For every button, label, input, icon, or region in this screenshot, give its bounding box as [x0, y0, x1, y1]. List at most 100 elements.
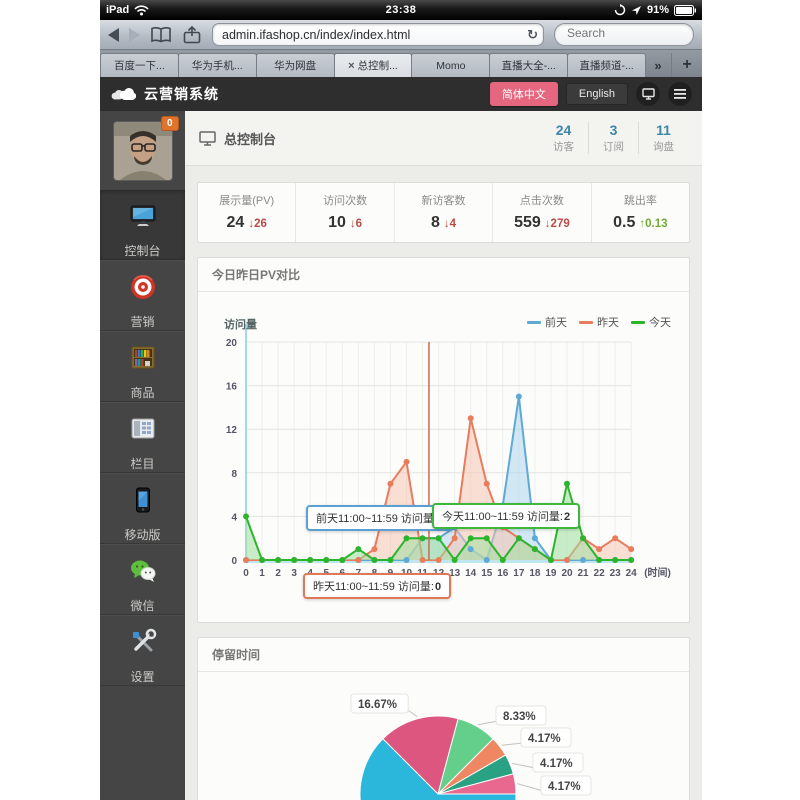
- svg-text:23: 23: [610, 568, 622, 579]
- page-header: 总控制台 24 访客 3 订阅 11 询盘: [185, 111, 702, 166]
- legend-dash: [527, 320, 541, 324]
- reload-icon[interactable]: ↻: [527, 27, 538, 42]
- svg-text:4.17%: 4.17%: [540, 758, 573, 770]
- lang-zh-button[interactable]: 简体中文: [489, 82, 558, 106]
- svg-text:4.17%: 4.17%: [528, 733, 561, 745]
- sidebar-item-columns[interactable]: 栏目: [100, 402, 185, 473]
- chart-legend: 前天 昨天 今天: [527, 314, 671, 330]
- svg-text:19: 19: [545, 568, 557, 579]
- y-axis-title: 访问量: [224, 319, 257, 331]
- monitor-icon: [130, 205, 155, 226]
- svg-text:14: 14: [465, 568, 477, 579]
- sidebar-item-mobile[interactable]: 移动版: [100, 473, 185, 544]
- browser-toolbar: ↻: [100, 20, 702, 50]
- status-time: 23:38: [385, 4, 417, 16]
- legend-item-zuotian[interactable]: 昨天: [579, 314, 619, 330]
- kpi-card: 展示量(PV) 24 ↓26 访问次数 10 ↓6 新访客数 8 ↓4 点击次数 55…: [197, 182, 690, 243]
- notification-badge: 0: [160, 116, 179, 131]
- tab-overflow-button[interactable]: »: [654, 57, 662, 73]
- svg-text:15: 15: [481, 568, 493, 579]
- bookshelf-icon: [131, 346, 154, 369]
- sidebar-item-marketing[interactable]: 营销: [100, 260, 185, 331]
- stay-time-panel: 停留时间 16.67% 8.33% 4.17% 4.17% 4.17%: [197, 637, 690, 800]
- tab-huawei-phone[interactable]: 华为手机...: [177, 53, 257, 77]
- legend-item-jintian[interactable]: 今天: [631, 314, 671, 330]
- pie-chart: 16.67% 8.33% 4.17% 4.17% 4.17%: [350, 693, 592, 800]
- back-button[interactable]: [108, 27, 119, 42]
- tabs-strip: 百度一下... 华为手机... 华为网盘 × 总控制... Momo 直播大全-…: [100, 53, 647, 77]
- stay-panel-title: 停留时间: [198, 638, 689, 672]
- battery-percent: 91%: [646, 4, 669, 16]
- tab-momo[interactable]: Momo: [411, 53, 491, 77]
- svg-text:22: 22: [594, 568, 606, 579]
- tab-zhibo-daquan[interactable]: 直播大全-...: [489, 53, 569, 77]
- menu-button[interactable]: [668, 82, 692, 106]
- bookmarks-button[interactable]: [150, 26, 172, 43]
- tab-close-icon[interactable]: ×: [348, 59, 355, 72]
- url-field[interactable]: ↻: [212, 23, 544, 46]
- pie-chart-body: 16.67% 8.33% 4.17% 4.17% 4.17%: [198, 672, 689, 800]
- svg-text:18: 18: [529, 568, 541, 579]
- app-header: 云营销系统 简体中文 English: [100, 77, 702, 111]
- legend-dash: [579, 320, 593, 324]
- search-input[interactable]: [555, 24, 693, 42]
- sidebar-item-wechat[interactable]: 微信: [100, 544, 185, 615]
- kpi-pv: 展示量(PV) 24 ↓26: [219, 195, 275, 231]
- svg-text:8.33%: 8.33%: [503, 711, 536, 723]
- down-arrow-icon: ↓: [248, 218, 255, 230]
- forward-button[interactable]: [129, 27, 140, 42]
- console-icon: [199, 130, 216, 146]
- svg-text:20: 20: [226, 338, 238, 349]
- svg-text:4: 4: [231, 512, 237, 523]
- display-mode-button[interactable]: [636, 82, 660, 106]
- target-icon: [130, 275, 155, 299]
- tab-console-active[interactable]: × 总控制...: [333, 53, 413, 77]
- url-input[interactable]: [213, 27, 543, 42]
- tab-huawei-drive[interactable]: 华为网盘: [255, 53, 335, 77]
- legend-item-qiantian[interactable]: 前天: [527, 314, 567, 330]
- tooltip-yesterday: 昨天11:00~11:59 访问量:0: [303, 573, 452, 599]
- cloud-logo-icon: [111, 88, 136, 100]
- svg-text:(时间): (时间): [644, 566, 671, 579]
- svg-text:0: 0: [231, 556, 237, 567]
- svg-text:24: 24: [626, 568, 638, 579]
- svg-text:1: 1: [259, 568, 265, 579]
- sidebar-item-products[interactable]: 商品: [100, 331, 185, 402]
- sidebar: 0 控制台: [100, 111, 185, 800]
- down-arrow-icon: ↓: [544, 218, 551, 230]
- lang-en-button[interactable]: English: [565, 83, 628, 105]
- share-button[interactable]: [182, 25, 202, 44]
- sidebar-item-settings[interactable]: 设置: [100, 615, 185, 686]
- quick-stat-subscriptions: 3 订阅: [588, 122, 638, 154]
- phone-icon: [135, 487, 150, 513]
- kpi-bounce-rate: 跳出率 0.5 ↑0.13: [590, 183, 689, 242]
- app-brand: 云营销系统: [110, 84, 219, 104]
- quick-stat-visitors: 24 访客: [553, 122, 574, 153]
- kpi-visits: 访问次数 10 ↓6: [295, 183, 393, 242]
- search-field[interactable]: [554, 23, 694, 46]
- svg-text:16.67%: 16.67%: [358, 699, 397, 711]
- tab-baidu[interactable]: 百度一下...: [100, 53, 179, 77]
- web-content: 云营销系统 简体中文 English: [100, 77, 702, 800]
- pv-panel-title: 今日昨日PV对比: [198, 258, 689, 292]
- app-title: 云营销系统: [144, 86, 219, 102]
- tab-bar: 百度一下... 华为手机... 华为网盘 × 总控制... Momo 直播大全-…: [100, 50, 702, 77]
- line-chart: 0481216200123456789101112131415161718192…: [226, 324, 671, 579]
- quick-stat-inquiries: 11 询盘: [638, 122, 688, 154]
- down-arrow-icon: ↓: [443, 218, 450, 230]
- new-tab-button[interactable]: +: [671, 53, 702, 77]
- sidebar-item-console[interactable]: 控制台: [100, 189, 185, 260]
- up-arrow-icon: ↑: [639, 218, 646, 230]
- svg-text:16: 16: [497, 568, 509, 579]
- location-icon: [631, 5, 641, 15]
- pv-chart-body: 访问量 前天 昨天 今天 048121620012345678910111213…: [198, 292, 689, 622]
- main-content: 总控制台 24 访客 3 订阅 11 询盘: [185, 111, 702, 800]
- kpi-new-visitors: 新访客数 8 ↓4: [393, 183, 492, 242]
- down-arrow-icon: ↓: [349, 218, 356, 230]
- hamburger-icon: [674, 89, 686, 99]
- tab-zhibo-pindao[interactable]: 直播频道-...: [567, 53, 647, 77]
- status-bar: iPad 23:38 91%: [100, 0, 702, 20]
- svg-text:20: 20: [561, 568, 573, 579]
- avatar[interactable]: [112, 121, 173, 181]
